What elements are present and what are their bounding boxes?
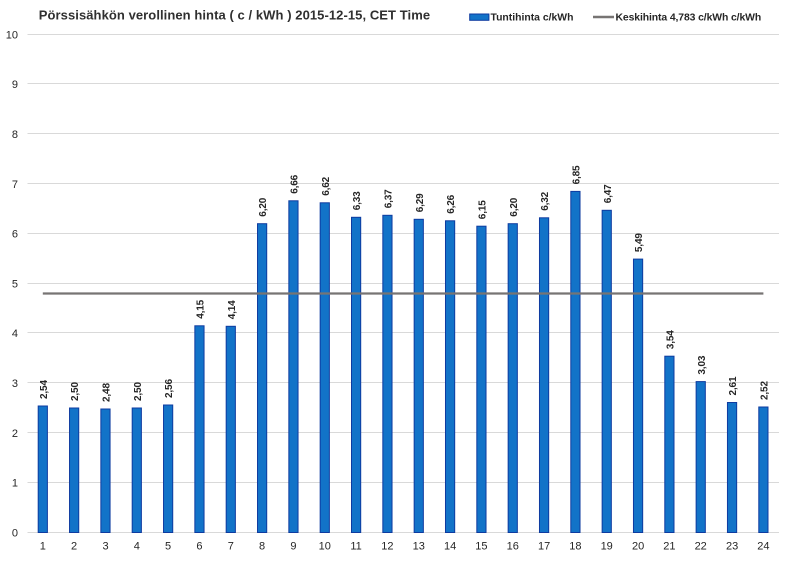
svg-text:6,15: 6,15 [478, 200, 489, 219]
svg-text:22: 22 [695, 541, 707, 553]
svg-text:6,29: 6,29 [415, 193, 426, 212]
svg-text:2,56: 2,56 [164, 379, 175, 398]
svg-text:1: 1 [40, 541, 46, 553]
svg-text:5: 5 [165, 541, 171, 553]
svg-text:2: 2 [12, 428, 18, 440]
svg-text:3: 3 [12, 378, 18, 390]
svg-text:18: 18 [569, 541, 581, 553]
svg-text:11: 11 [350, 541, 361, 553]
svg-text:2,52: 2,52 [759, 381, 770, 400]
svg-text:9: 9 [290, 541, 296, 553]
svg-text:6: 6 [12, 229, 18, 241]
svg-text:6,85: 6,85 [572, 165, 583, 184]
svg-text:2: 2 [71, 541, 77, 553]
svg-text:4: 4 [12, 328, 18, 340]
svg-text:6,20: 6,20 [258, 197, 269, 216]
svg-text:6,20: 6,20 [509, 197, 520, 216]
svg-text:2,48: 2,48 [102, 383, 113, 402]
svg-text:12: 12 [381, 541, 393, 553]
svg-text:4,14: 4,14 [227, 300, 238, 319]
svg-text:8: 8 [259, 541, 265, 553]
svg-text:24: 24 [757, 541, 769, 553]
svg-text:14: 14 [444, 541, 456, 553]
svg-text:20: 20 [632, 541, 644, 553]
svg-text:5: 5 [12, 278, 18, 290]
svg-text:Tuntihinta c/kWh: Tuntihinta c/kWh [491, 12, 574, 23]
svg-text:19: 19 [601, 541, 613, 553]
svg-text:0: 0 [12, 527, 18, 539]
svg-text:6,47: 6,47 [603, 184, 614, 203]
svg-text:10: 10 [319, 541, 331, 553]
svg-text:6,26: 6,26 [446, 194, 457, 213]
svg-text:2,50: 2,50 [70, 382, 81, 401]
svg-text:Pörssisähkön verollinen hinta: Pörssisähkön verollinen hinta ( c / kWh … [39, 7, 430, 22]
svg-text:3,03: 3,03 [697, 355, 708, 374]
svg-text:1: 1 [12, 478, 18, 490]
svg-text:7: 7 [228, 541, 234, 553]
svg-text:10: 10 [6, 29, 18, 41]
svg-text:4,15: 4,15 [196, 299, 207, 318]
svg-text:23: 23 [726, 541, 738, 553]
svg-text:15: 15 [475, 541, 487, 553]
svg-text:17: 17 [538, 541, 550, 553]
svg-text:7: 7 [12, 179, 18, 191]
svg-text:6,66: 6,66 [290, 174, 301, 193]
svg-text:8: 8 [12, 129, 18, 141]
svg-text:6,32: 6,32 [540, 191, 551, 210]
svg-text:2,61: 2,61 [728, 376, 739, 395]
svg-text:16: 16 [507, 541, 519, 553]
svg-text:2,50: 2,50 [133, 382, 144, 401]
svg-text:3: 3 [102, 541, 108, 553]
svg-text:6,62: 6,62 [321, 176, 332, 195]
svg-text:13: 13 [413, 541, 425, 553]
svg-text:2,54: 2,54 [39, 380, 50, 399]
svg-text:6,37: 6,37 [384, 189, 395, 208]
svg-text:21: 21 [663, 541, 675, 553]
svg-text:6: 6 [196, 541, 202, 553]
svg-text:Keskihinta 4,783 c/kWh c/kWh: Keskihinta 4,783 c/kWh c/kWh [616, 12, 762, 23]
svg-text:9: 9 [12, 79, 18, 91]
svg-text:5,49: 5,49 [634, 233, 645, 252]
svg-text:4: 4 [134, 541, 140, 553]
svg-text:3,54: 3,54 [666, 330, 677, 349]
svg-text:6,33: 6,33 [352, 191, 363, 210]
